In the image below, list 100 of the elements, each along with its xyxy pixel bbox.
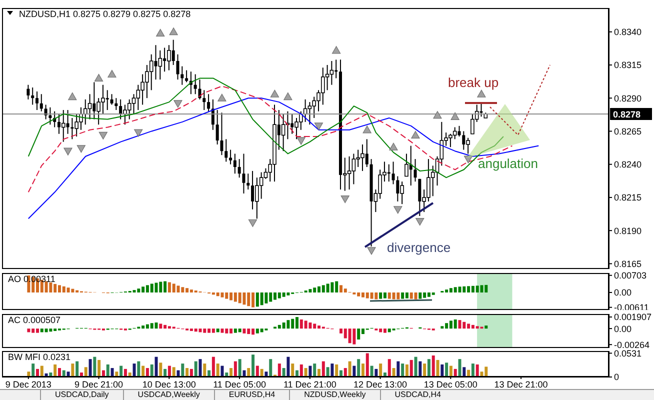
bar xyxy=(352,366,356,377)
point xyxy=(450,112,460,120)
x-tick-label: 13 Dec 21:00 xyxy=(494,379,548,390)
bar xyxy=(379,292,382,299)
candlestick xyxy=(229,149,232,165)
line-series xyxy=(28,98,540,220)
y-tick-label: 0.00 xyxy=(614,324,632,334)
bar xyxy=(286,292,290,296)
bar xyxy=(198,328,202,332)
point xyxy=(464,156,473,164)
y-tick-label: 0.00 xyxy=(614,288,632,298)
bar xyxy=(203,364,206,377)
candlestick xyxy=(352,153,356,185)
bar xyxy=(98,360,101,377)
point xyxy=(367,247,376,255)
candlestick xyxy=(132,94,136,114)
candlestick xyxy=(466,137,470,154)
point xyxy=(411,130,420,138)
bar xyxy=(348,361,352,377)
y-tick-label: 0.8265 xyxy=(614,126,642,136)
bar xyxy=(458,320,462,329)
point xyxy=(433,111,442,119)
bar xyxy=(286,320,290,329)
bar xyxy=(445,362,448,377)
bar xyxy=(216,328,220,332)
bar xyxy=(93,356,96,377)
point xyxy=(362,126,372,134)
chart-title: NZDUSD,H1 0.8275 0.8279 0.8275 0.8278 xyxy=(18,9,192,19)
point xyxy=(169,28,178,36)
bar xyxy=(326,367,330,377)
bar xyxy=(212,356,215,377)
bar xyxy=(352,328,356,344)
bar xyxy=(66,288,70,292)
bar xyxy=(308,322,312,329)
bar xyxy=(256,366,259,377)
bar xyxy=(405,364,408,377)
point xyxy=(248,219,258,227)
bar xyxy=(300,364,303,377)
point xyxy=(76,145,86,153)
y-tick-label: 0.8290 xyxy=(614,93,642,104)
bar xyxy=(120,366,123,377)
bar xyxy=(137,361,140,377)
x-tick-label: 12 Dec 13:00 xyxy=(354,379,408,390)
bar xyxy=(154,322,158,329)
bar xyxy=(71,288,74,292)
bar xyxy=(172,284,176,292)
bar xyxy=(286,356,290,377)
candlestick xyxy=(400,181,404,205)
bar xyxy=(220,328,224,333)
candlestick xyxy=(40,94,43,112)
candlestick xyxy=(207,94,210,112)
candlestick xyxy=(414,158,417,182)
bar xyxy=(484,326,488,329)
bar xyxy=(252,354,255,377)
candlestick xyxy=(404,153,408,177)
bar xyxy=(462,322,466,329)
bar xyxy=(291,364,294,377)
bar xyxy=(366,353,369,377)
bar xyxy=(159,362,162,377)
point xyxy=(156,28,165,36)
bar xyxy=(212,328,215,333)
bar xyxy=(71,364,74,377)
candlestick xyxy=(216,110,219,145)
y-tick-label: 0.8215 xyxy=(614,192,642,203)
y-tick-label: 0.8190 xyxy=(614,226,642,236)
text: NZDUSD,Weekly xyxy=(289,390,380,400)
bar xyxy=(132,364,136,377)
candlestick xyxy=(470,113,474,134)
point xyxy=(477,90,486,98)
point xyxy=(394,206,402,214)
point xyxy=(416,218,424,226)
y-tick-label: 0.8240 xyxy=(614,160,642,170)
bar xyxy=(40,366,44,377)
candlestick xyxy=(110,94,114,106)
candlestick xyxy=(325,64,330,91)
candlestick xyxy=(167,44,171,71)
bar xyxy=(313,364,316,377)
bar xyxy=(176,286,180,292)
bar xyxy=(242,328,246,334)
y-tick-label: -0.00264 xyxy=(614,340,650,350)
point xyxy=(314,122,323,130)
y-tick-label: 0.0531 xyxy=(614,348,642,358)
candlestick xyxy=(61,110,66,142)
point xyxy=(94,74,104,82)
bar xyxy=(418,361,422,377)
bar xyxy=(361,364,364,377)
bar xyxy=(278,364,281,377)
bar xyxy=(194,361,198,377)
candlestick xyxy=(233,153,236,174)
bar xyxy=(449,366,452,377)
bar xyxy=(335,364,338,377)
bar xyxy=(476,286,479,292)
bar xyxy=(326,284,330,292)
candlestick xyxy=(255,177,259,220)
bar xyxy=(330,282,334,292)
point xyxy=(218,94,226,102)
bar xyxy=(84,367,88,377)
bar xyxy=(480,285,484,292)
bar xyxy=(32,364,35,377)
bar xyxy=(220,292,224,298)
